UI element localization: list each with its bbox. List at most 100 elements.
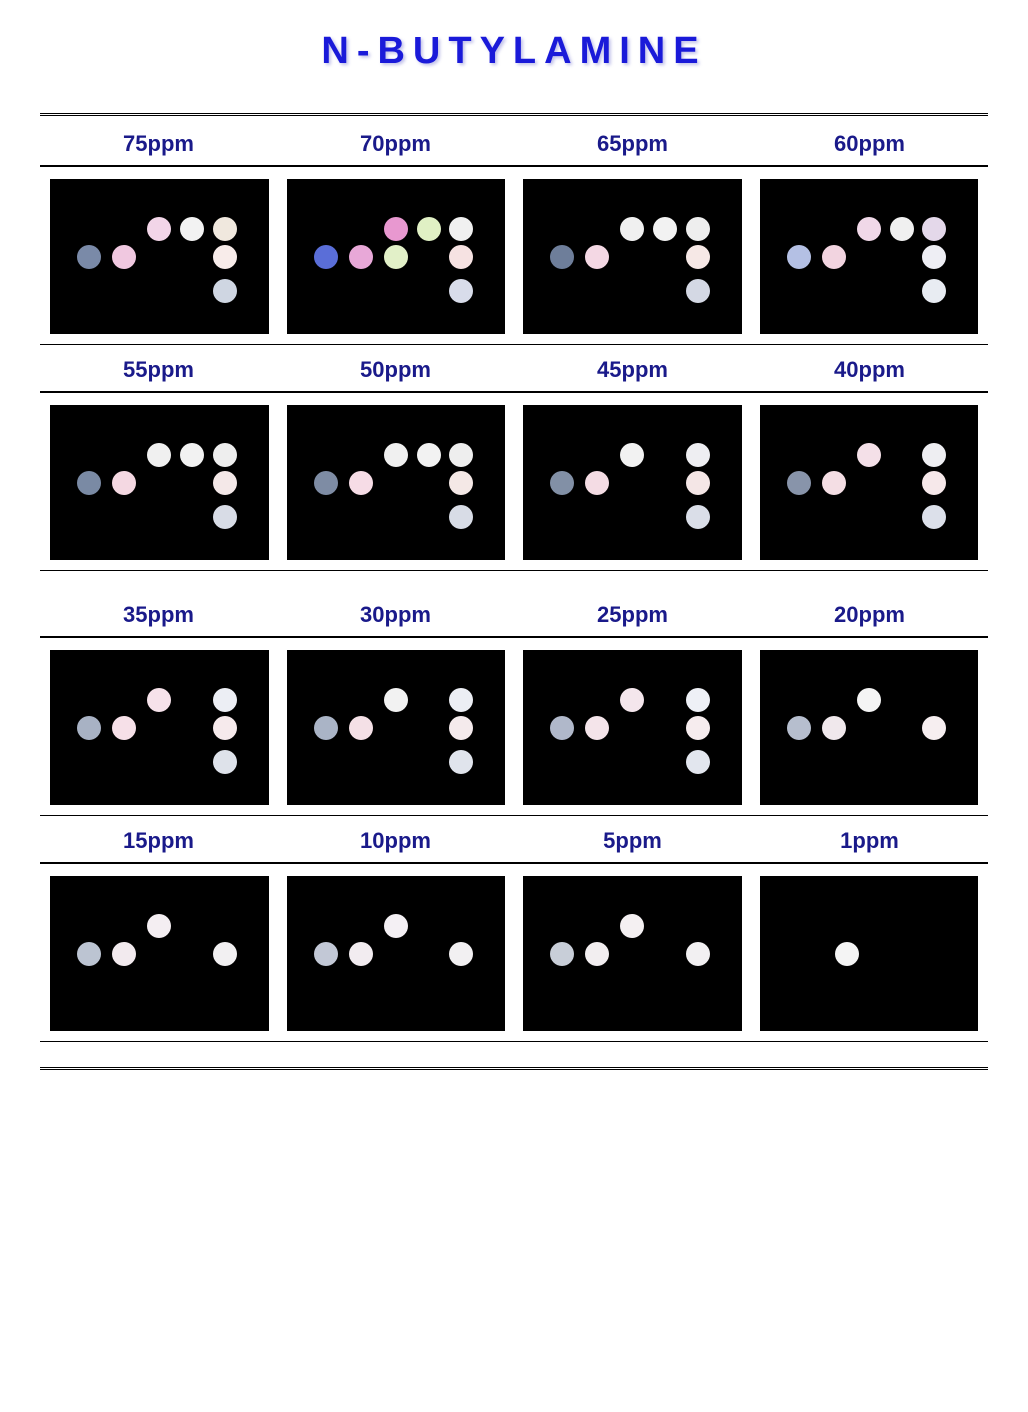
row-rule: [40, 815, 988, 816]
concentration-label: 30ppm: [277, 602, 514, 628]
sensor-dot: [112, 716, 136, 740]
sensor-dot: [213, 716, 237, 740]
sensor-dot: [77, 942, 101, 966]
sensor-dot: [857, 443, 881, 467]
sensor-dot: [922, 217, 946, 241]
concentration-label: 1ppm: [751, 828, 988, 854]
sensor-dot: [922, 471, 946, 495]
sensor-dot: [686, 716, 710, 740]
sensor-dot: [77, 471, 101, 495]
sensor-panel: [50, 405, 269, 560]
sensor-dot: [686, 217, 710, 241]
concentration-label: 40ppm: [751, 357, 988, 383]
sensor-dot: [686, 443, 710, 467]
sensor-dot: [384, 914, 408, 938]
sensor-dot: [112, 471, 136, 495]
sensor-dot: [180, 217, 204, 241]
concentration-label: 20ppm: [751, 602, 988, 628]
sensor-dot: [213, 217, 237, 241]
sensor-dot: [449, 279, 473, 303]
sensor-panel: [523, 179, 742, 334]
label-row: 35ppm30ppm25ppm20ppm: [40, 596, 988, 634]
sensor-panel: [523, 405, 742, 560]
sensor-panel: [523, 650, 742, 805]
row-rule: [40, 862, 988, 864]
sensor-panel: [50, 876, 269, 1031]
label-row: 15ppm10ppm5ppm1ppm: [40, 822, 988, 860]
sensor-dot: [787, 471, 811, 495]
bottom-double-rule: [40, 1067, 988, 1071]
sensor-dot: [213, 942, 237, 966]
sensor-dot: [686, 688, 710, 712]
sensor-dot: [620, 217, 644, 241]
concentration-label: 10ppm: [277, 828, 514, 854]
sensor-dot: [349, 716, 373, 740]
sensor-dot: [314, 942, 338, 966]
sensor-dot: [449, 245, 473, 269]
sensor-dot: [449, 716, 473, 740]
sensor-dot: [314, 716, 338, 740]
sensor-dot: [822, 471, 846, 495]
sensor-dot: [349, 942, 373, 966]
grid-content: 75ppm70ppm65ppm60ppm 55ppm50ppm45ppm40ppm…: [40, 125, 988, 1042]
concentration-label: 55ppm: [40, 357, 277, 383]
sensor-dot: [686, 245, 710, 269]
concentration-label: 70ppm: [277, 131, 514, 157]
sensor-dot: [686, 505, 710, 529]
sensor-dot: [922, 279, 946, 303]
sensor-dot: [822, 716, 846, 740]
sensor-panel: [760, 650, 979, 805]
sensor-panel: [287, 179, 506, 334]
concentration-label: 35ppm: [40, 602, 277, 628]
sensor-dot: [449, 217, 473, 241]
sensor-dot: [314, 245, 338, 269]
sensor-dot: [620, 688, 644, 712]
sensor-dot: [585, 471, 609, 495]
row-rule: [40, 165, 988, 167]
concentration-label: 50ppm: [277, 357, 514, 383]
sensor-dot: [550, 471, 574, 495]
sensor-dot: [686, 279, 710, 303]
concentration-label: 75ppm: [40, 131, 277, 157]
sensor-dot: [77, 245, 101, 269]
label-row: 55ppm50ppm45ppm40ppm: [40, 351, 988, 389]
sensor-dot: [417, 217, 441, 241]
sensor-dot: [550, 245, 574, 269]
sensor-dot: [585, 245, 609, 269]
sensor-dot: [112, 942, 136, 966]
section: 35ppm30ppm25ppm20ppm 15ppm10ppm5ppm1ppm: [40, 596, 988, 1042]
sensor-dot: [686, 942, 710, 966]
sensor-dot: [822, 245, 846, 269]
sensor-dot: [857, 217, 881, 241]
sensor-dot: [585, 942, 609, 966]
concentration-label: 60ppm: [751, 131, 988, 157]
sensor-dot: [922, 245, 946, 269]
sensor-dot: [686, 750, 710, 774]
sensor-dot: [620, 914, 644, 938]
sensor-dot: [787, 716, 811, 740]
sensor-dot: [213, 443, 237, 467]
panel-row: [40, 175, 988, 338]
sensor-dot: [77, 716, 101, 740]
sensor-panel: [760, 405, 979, 560]
concentration-label: 5ppm: [514, 828, 751, 854]
page-title: N-BUTYLAMINE: [40, 30, 988, 73]
sensor-dot: [384, 217, 408, 241]
sensor-dot: [180, 443, 204, 467]
sensor-dot: [314, 471, 338, 495]
sensor-dot: [835, 942, 859, 966]
sensor-dot: [213, 505, 237, 529]
label-row: 75ppm70ppm65ppm60ppm: [40, 125, 988, 163]
sensor-dot: [686, 471, 710, 495]
sensor-dot: [550, 716, 574, 740]
panel-row: [40, 401, 988, 564]
sensor-panel: [50, 179, 269, 334]
concentration-label: 25ppm: [514, 602, 751, 628]
row-rule: [40, 391, 988, 393]
sensor-dot: [449, 505, 473, 529]
sensor-dot: [213, 279, 237, 303]
sensor-dot: [349, 245, 373, 269]
row-rule: [40, 636, 988, 638]
sensor-dot: [384, 688, 408, 712]
top-double-rule: [40, 113, 988, 117]
